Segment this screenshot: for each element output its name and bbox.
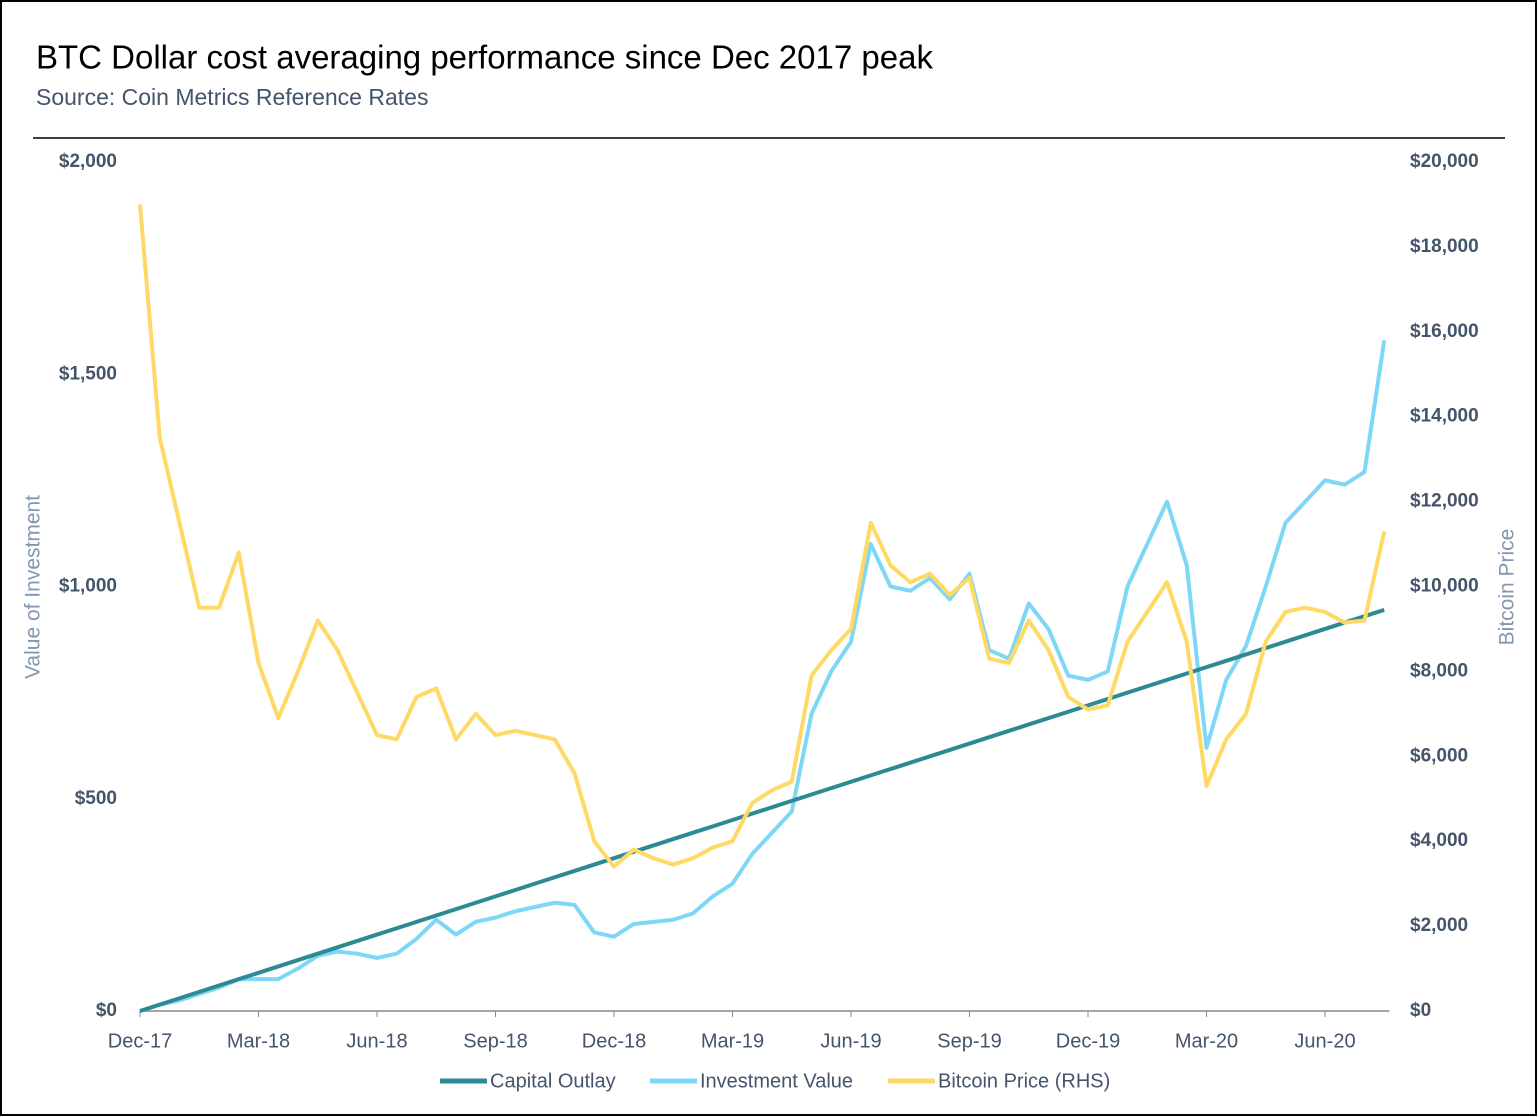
y-tick-label: $1,000 <box>59 576 117 597</box>
legend-label: Investment Value <box>700 1070 853 1092</box>
x-tick-label: Dec-18 <box>582 1030 646 1052</box>
x-tick-label: Sep-18 <box>463 1030 528 1052</box>
y-tick-label: $0 <box>96 1000 117 1021</box>
legend-label: Bitcoin Price (RHS) <box>938 1070 1110 1092</box>
y2-tick-label: $12,000 <box>1410 491 1479 512</box>
x-tick-label: Jun-18 <box>346 1030 407 1052</box>
y2-axis-title: Bitcoin Price <box>1496 529 1519 646</box>
y2-tick-label: $16,000 <box>1410 321 1479 342</box>
y-tick-label: $500 <box>75 788 117 809</box>
legend-label: Capital Outlay <box>490 1070 616 1092</box>
y2-tick-label: $18,000 <box>1410 236 1479 257</box>
chart-subtitle: Source: Coin Metrics Reference Rates <box>36 84 428 110</box>
x-tick-label: Mar-18 <box>227 1030 290 1052</box>
x-tick-label: Jun-19 <box>820 1030 881 1052</box>
y2-tick-label: $8,000 <box>1410 660 1468 681</box>
y2-tick-label: $2,000 <box>1410 915 1468 936</box>
y2-tick-label: $6,000 <box>1410 745 1468 766</box>
y-axis-title: Value of Investment <box>22 495 45 679</box>
x-tick-label: Mar-19 <box>701 1030 764 1052</box>
series-line <box>138 204 1387 869</box>
series-line <box>139 339 1387 1013</box>
x-tick-label: Jun-20 <box>1294 1030 1355 1052</box>
series-line <box>139 607 1385 1013</box>
chart-title: BTC Dollar cost averaging performance si… <box>36 39 933 76</box>
y2-tick-label: $4,000 <box>1410 830 1468 851</box>
y2-tick-label: $10,000 <box>1410 576 1479 597</box>
y2-tick-label: $0 <box>1410 1000 1431 1021</box>
y2-tick-label: $20,000 <box>1410 151 1479 172</box>
y-tick-label: $2,000 <box>59 151 117 172</box>
x-tick-label: Sep-19 <box>937 1030 1002 1052</box>
x-tick-label: Mar-20 <box>1175 1030 1238 1052</box>
x-tick-label: Dec-19 <box>1056 1030 1120 1052</box>
y-tick-label: $1,500 <box>59 363 117 384</box>
y2-tick-label: $14,000 <box>1410 406 1479 427</box>
x-tick-label: Dec-17 <box>108 1030 172 1052</box>
